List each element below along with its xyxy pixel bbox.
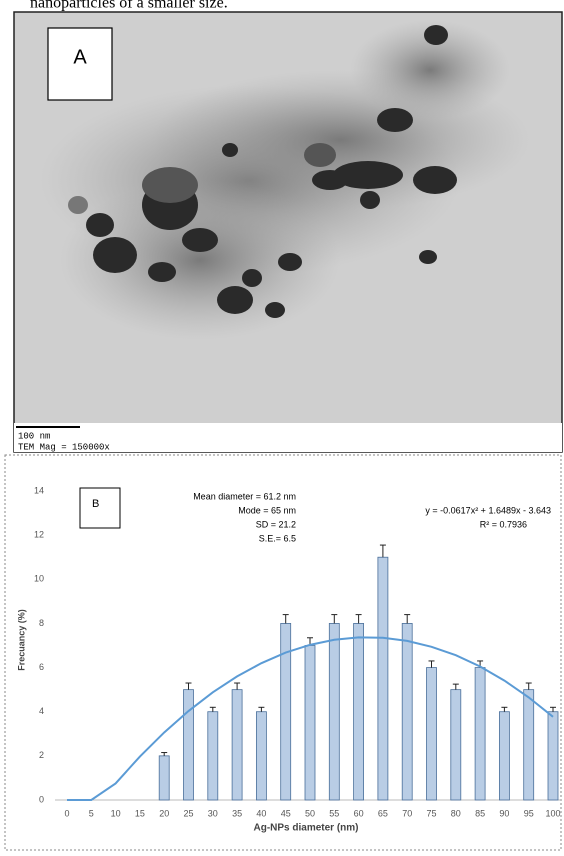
- error-bar: [185, 682, 192, 690]
- bar: [158, 755, 170, 801]
- panel-label-box: [79, 487, 121, 529]
- x-tick-label: 15: [135, 808, 145, 818]
- x-tick-label: 90: [499, 808, 509, 818]
- error-bar: [404, 614, 411, 624]
- x-tick-label: 55: [329, 808, 339, 818]
- r-squared: R² = 0.7936: [480, 519, 527, 529]
- bar: [255, 711, 267, 801]
- x-tick-label: 95: [524, 808, 534, 818]
- bar: [280, 623, 292, 801]
- y-tick-label: 8: [39, 618, 44, 628]
- x-tick-label: 10: [111, 808, 121, 818]
- error-bar: [161, 752, 168, 756]
- equation: y = -0.0617x² + 1.6489x - 3.643: [425, 505, 551, 515]
- error-bar: [331, 614, 338, 624]
- y-tick-label: 4: [39, 706, 44, 716]
- x-tick-label: 85: [475, 808, 485, 818]
- x-tick-label: 70: [402, 808, 412, 818]
- error-bar: [355, 614, 362, 624]
- x-tick-label: 30: [208, 808, 218, 818]
- x-axis-label: Ag-NPs diameter (nm): [253, 823, 358, 834]
- x-tick-label: 45: [281, 808, 291, 818]
- statistic: S.E.= 6.5: [259, 533, 296, 543]
- panel-label: B: [92, 498, 99, 510]
- error-bar: [452, 683, 459, 690]
- magnification: TEM Mag = 150000x: [18, 442, 110, 452]
- y-tick-label: 12: [34, 530, 44, 540]
- bar: [401, 623, 413, 801]
- x-tick-label: 0: [64, 808, 69, 818]
- y-tick-label: 10: [34, 574, 44, 584]
- trend-line: [67, 636, 554, 801]
- y-axis-label: Frecuancy (%): [16, 609, 26, 671]
- statistic: Mode = 65 nm: [238, 505, 296, 515]
- scale-bar-label: 100 nm: [18, 431, 50, 441]
- tem-image: [13, 11, 563, 453]
- y-tick-label: 0: [39, 794, 44, 804]
- x-tick-label: 100: [545, 808, 560, 818]
- error-bar: [550, 706, 556, 712]
- error-bar: [501, 706, 508, 712]
- error-bar: [234, 682, 241, 690]
- bar: [474, 667, 486, 801]
- x-tick-label: 65: [378, 808, 388, 818]
- y-tick-label: 2: [39, 750, 44, 760]
- bar: [498, 711, 510, 801]
- x-tick-label: 5: [89, 808, 94, 818]
- bar: [377, 556, 389, 801]
- panel-label-box: [47, 27, 113, 101]
- x-tick-label: 60: [354, 808, 364, 818]
- error-bar: [379, 544, 386, 558]
- error-bar: [428, 660, 435, 668]
- bar: [328, 623, 340, 801]
- bar: [207, 711, 219, 801]
- x-tick-label: 25: [183, 808, 193, 818]
- bar: [523, 689, 535, 801]
- bar: [231, 689, 243, 801]
- x-tick-label: 35: [232, 808, 242, 818]
- bar: [183, 689, 194, 801]
- bar: [450, 689, 462, 801]
- error-bar: [258, 706, 265, 712]
- panel-label: A: [73, 46, 87, 68]
- x-tick-label: 20: [159, 808, 169, 818]
- error-bar: [282, 614, 289, 624]
- error-bar: [209, 706, 216, 712]
- x-tick-label: 50: [305, 808, 315, 818]
- bar: [426, 667, 437, 801]
- x-tick-label: 75: [426, 808, 436, 818]
- statistic: Mean diameter = 61.2 nm: [193, 491, 296, 501]
- bar: [353, 623, 365, 801]
- y-tick-label: 6: [39, 662, 44, 672]
- bar: [304, 645, 316, 801]
- y-tick-label: 14: [34, 485, 44, 495]
- statistic: SD = 21.2: [256, 519, 296, 529]
- header-text: nanoparticles of a smaller size.: [30, 0, 228, 12]
- error-bar: [525, 682, 532, 690]
- x-tick-label: 40: [256, 808, 266, 818]
- x-tick-label: 80: [451, 808, 461, 818]
- bar: [547, 711, 559, 801]
